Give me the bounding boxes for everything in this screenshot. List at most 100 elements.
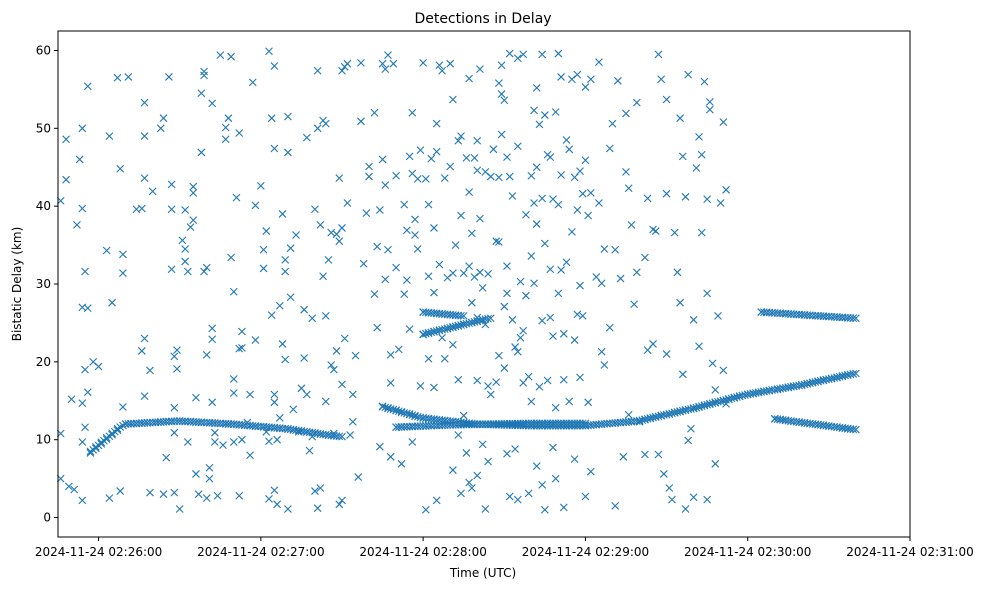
data-point-marker (173, 364, 181, 373)
data-point-marker (446, 162, 455, 171)
data-point-marker (484, 382, 492, 390)
data-point-marker (597, 279, 606, 288)
data-point-marker (381, 65, 390, 74)
data-point-marker (551, 403, 560, 412)
data-point-marker (546, 313, 555, 322)
data-point-marker (192, 393, 200, 402)
data-point-marker (421, 505, 430, 514)
data-point-marker (522, 291, 530, 300)
data-point-marker (265, 47, 273, 56)
data-point-marker (481, 505, 490, 513)
data-point-marker (229, 389, 238, 397)
data-point-marker (459, 411, 468, 420)
data-point-marker (678, 152, 687, 161)
data-point-marker (321, 312, 330, 320)
data-point-marker (559, 375, 568, 384)
data-point-marker (386, 350, 395, 359)
data-point-marker (454, 375, 463, 384)
data-point-marker (473, 471, 482, 480)
data-point-marker (229, 375, 238, 383)
data-point-marker (305, 446, 314, 455)
data-point-marker (486, 172, 495, 181)
data-point-marker (681, 192, 690, 201)
data-point-marker (219, 441, 227, 450)
data-point-marker (467, 484, 476, 492)
data-point-marker (148, 187, 157, 196)
data-point-marker (286, 293, 295, 302)
data-point-marker (173, 346, 181, 355)
data-point-marker (503, 289, 511, 298)
data-point-marker (470, 154, 479, 162)
data-point-marker (394, 407, 403, 416)
data-point-marker (81, 365, 89, 374)
data-point-marker (248, 78, 257, 87)
data-point-marker (540, 111, 549, 119)
data-point-marker (189, 216, 198, 225)
data-point-marker (492, 237, 501, 246)
data-point-marker (711, 385, 720, 394)
data-point-marker (511, 445, 519, 453)
data-point-marker (300, 305, 309, 314)
data-point-marker (116, 164, 125, 173)
data-point-marker (267, 114, 276, 123)
data-point-marker (465, 74, 474, 83)
data-point-marker (403, 226, 411, 235)
data-point-marker (632, 98, 641, 107)
data-point-marker (421, 175, 430, 183)
data-point-marker (557, 171, 565, 179)
data-point-marker (670, 228, 679, 237)
data-point-marker (540, 239, 549, 248)
y-tick-label: 10 (36, 433, 51, 447)
data-point-marker (497, 90, 506, 98)
data-point-marker (689, 315, 698, 324)
data-point-marker (624, 184, 633, 193)
data-point-marker (703, 289, 712, 298)
data-point-marker (578, 312, 587, 320)
data-point-marker (332, 347, 341, 355)
data-point-marker (181, 257, 190, 266)
data-point-marker (519, 378, 528, 387)
data-point-marker (113, 73, 122, 82)
data-point-marker (576, 373, 584, 382)
data-point-marker (348, 417, 357, 426)
data-point-marker (313, 504, 322, 513)
data-point-marker (62, 135, 71, 144)
data-point-marker (586, 467, 595, 476)
data-point-marker (246, 390, 254, 399)
data-point-marker (302, 133, 311, 142)
data-point-marker (457, 132, 465, 140)
data-point-marker (224, 114, 233, 123)
data-point-marker (530, 199, 538, 207)
data-point-marker (527, 397, 536, 406)
data-point-marker (205, 474, 214, 483)
data-point-marker (600, 361, 609, 369)
data-point-marker (327, 228, 336, 237)
data-point-marker (183, 438, 192, 446)
data-point-marker (852, 314, 860, 323)
data-point-marker (170, 403, 179, 412)
data-point-marker (94, 362, 103, 371)
data-point-marker (705, 105, 714, 114)
data-point-marker (78, 496, 87, 505)
data-point-marker (167, 265, 176, 274)
data-point-marker (465, 262, 474, 270)
data-point-marker (189, 182, 198, 191)
data-point-marker (343, 59, 352, 68)
data-point-marker (497, 130, 506, 139)
data-point-marker (719, 366, 728, 375)
chart-title: Detections in Delay (414, 11, 551, 27)
data-point-marker (641, 253, 649, 262)
data-point-marker (703, 495, 712, 504)
data-point-marker (476, 214, 484, 223)
data-point-marker (505, 492, 514, 501)
data-point-marker (513, 142, 522, 151)
data-point-marker (265, 494, 273, 503)
data-point-marker (668, 495, 676, 504)
data-point-marker (381, 275, 390, 284)
data-point-marker (705, 97, 714, 106)
data-point-marker (611, 501, 620, 510)
data-point-marker (221, 123, 230, 132)
data-point-marker (413, 245, 422, 253)
data-point-marker (116, 487, 125, 495)
